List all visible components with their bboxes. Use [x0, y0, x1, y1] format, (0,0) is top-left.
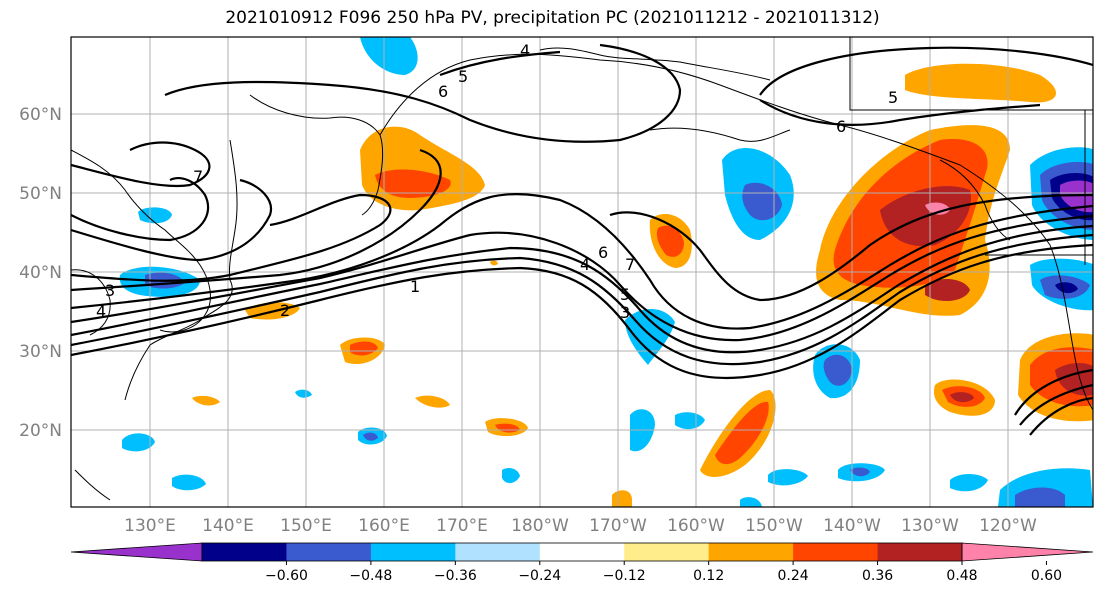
lat-label: 60°N — [19, 105, 62, 125]
pv-contours — [71, 43, 1093, 436]
positive-anomaly-misc — [192, 214, 995, 507]
colorbar-extend-high — [961, 542, 1094, 562]
contour-label: 7 — [193, 167, 203, 186]
lat-label: 30°N — [19, 342, 62, 362]
colorbar-segment — [877, 543, 963, 561]
colorbar-tick-label: −0.36 — [434, 568, 477, 584]
contour-label: 2 — [280, 301, 290, 320]
colorbar-segment — [370, 543, 456, 561]
lon-label: 140°E — [202, 516, 254, 536]
precipitation-shading — [119, 37, 1093, 507]
colorbar-segment — [708, 543, 794, 561]
colorbar-segment — [539, 543, 625, 561]
contour-label: 6 — [836, 117, 846, 136]
colorbar-outline — [201, 542, 963, 562]
colorbar-tick-label: 0.12 — [693, 568, 724, 584]
contour-label: 3 — [620, 303, 630, 322]
negative-anomaly-pacific-nw — [998, 147, 1093, 507]
colorbar-tick-label: 0.24 — [778, 568, 809, 584]
lon-label: 160°W — [667, 516, 725, 536]
lat-label: 20°N — [19, 421, 62, 441]
lat-label: 50°N — [19, 184, 62, 204]
lon-label: 180°W — [511, 516, 569, 536]
lon-label: 160°E — [358, 516, 410, 536]
colorbar-tick-label: −0.48 — [349, 568, 392, 584]
colorbar-segment — [793, 543, 879, 561]
colorbar-segment — [624, 543, 710, 561]
latitude-labels: 20°N 30°N 40°N 50°N 60°N — [19, 105, 62, 441]
contour-label: 6 — [598, 243, 608, 262]
colorbar: −0.60 −0.48 −0.36 −0.24 −0.12 0.12 0.24 0.36 0.4… — [70, 542, 1094, 584]
contour-label: 7 — [625, 255, 635, 274]
contour-label: 3 — [105, 281, 115, 300]
lat-label: 40°N — [19, 263, 62, 283]
colorbar-segment — [202, 543, 287, 561]
colorbar-tick-label: 0.36 — [862, 568, 893, 584]
lon-label: 140°W — [823, 516, 881, 536]
contour-label: 4 — [520, 41, 530, 60]
negative-anomaly-small — [122, 389, 988, 507]
positive-anomaly-alaska-interior — [905, 63, 1057, 103]
contour-labels: 5 6 7 5 6 7 4 6 5 1 4 3 2 4 3 — [96, 41, 898, 322]
contour-label: 5 — [620, 285, 630, 304]
map-frame — [70, 36, 1094, 508]
lon-label: 120°W — [979, 516, 1037, 536]
contour-label: 5 — [888, 88, 898, 107]
colorbar-tick-label: −0.12 — [603, 568, 646, 584]
longitude-labels: 130°E 140°E 150°E 160°E 170°E 180°W 170°… — [124, 516, 1037, 536]
contour-label: 5 — [458, 67, 468, 86]
colorbar-tick-label: −0.60 — [265, 568, 308, 584]
colorbar-tick-label: 0.60 — [1031, 568, 1062, 584]
colorbar-tick-label: 0.48 — [946, 568, 977, 584]
contour-label: 4 — [96, 302, 106, 321]
lon-label: 150°W — [745, 516, 803, 536]
positive-anomaly-kamchatka — [360, 126, 485, 211]
lon-label: 130°E — [124, 516, 176, 536]
contour-label: 1 — [410, 277, 420, 296]
lon-label: 170°E — [436, 516, 488, 536]
colorbar-segment — [286, 543, 372, 561]
contour-label: 6 — [438, 82, 448, 101]
negative-anomaly-central-pacific — [360, 37, 860, 399]
colorbar-tick-label: −0.24 — [518, 568, 561, 584]
colorbar-extend-low — [70, 542, 203, 562]
lon-label: 170°W — [589, 516, 647, 536]
lon-label: 130°W — [901, 516, 959, 536]
contour-label: 4 — [580, 255, 590, 274]
map-title: 2021010912 F096 250 hPa PV, precipitatio… — [225, 8, 880, 28]
lon-label: 150°E — [280, 516, 332, 536]
colorbar-segment — [455, 543, 541, 561]
